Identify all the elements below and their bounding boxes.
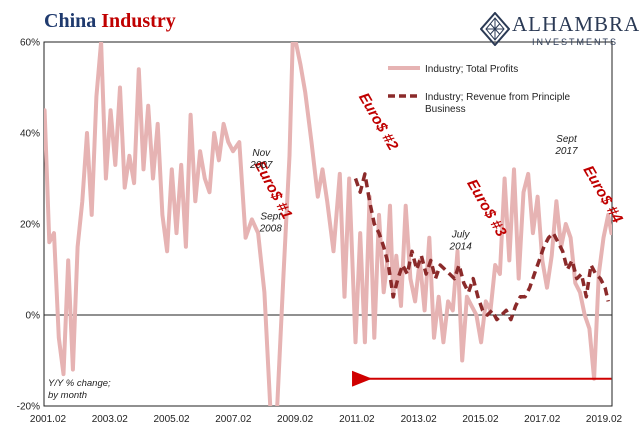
title-china: China — [44, 10, 97, 32]
x-tick-label: 2007.02 — [215, 414, 252, 425]
x-tick-label: 2017.02 — [524, 414, 561, 425]
date-note: Nov — [252, 148, 271, 159]
y-axis-note: Y/Y % change; — [48, 378, 111, 389]
legend: Industry; Total Profits Industry; Revenue… — [388, 64, 571, 115]
total-profits-line — [44, 42, 612, 406]
y-axis-note: by month — [48, 390, 87, 401]
x-tick-label: 2001.02 — [30, 414, 67, 425]
axes: 60% 40% 20% 0% -20%2001.02 2003.02 2005.02 2007… — [17, 38, 623, 426]
x-tick-label: 2013.02 — [401, 414, 438, 425]
date-note: Sept — [260, 211, 282, 222]
y-tick-label: 0% — [26, 311, 41, 322]
legend-label-revenue: Industry; Revenue from Principle Business — [425, 92, 571, 115]
euro-crisis-label: Euro$ #2 — [355, 90, 402, 154]
legend-label-total-profits: Industry; Total Profits — [425, 64, 518, 75]
x-tick-label: 2009.02 — [277, 414, 314, 425]
date-note: 2017 — [554, 146, 578, 157]
date-note: 2014 — [449, 242, 473, 253]
plot-frame — [43, 41, 613, 407]
y-tick-label: -20% — [17, 402, 40, 413]
x-tick-label: 2005.02 — [153, 414, 190, 425]
y-tick-label: 40% — [20, 129, 40, 140]
chart-title: China Industry — [44, 10, 176, 33]
alhambra-logo: ALHAMBRA INVESTMENTS — [480, 10, 640, 50]
diamond-logo-icon — [480, 12, 510, 46]
title-industry: Industry — [101, 10, 176, 32]
date-note: Sept — [556, 134, 578, 145]
x-tick-label: 2011.02 — [339, 414, 375, 425]
logo-name: ALHAMBRA — [512, 12, 641, 36]
x-tick-label: 2015.02 — [462, 414, 499, 425]
x-tick-label: 2003.02 — [92, 414, 129, 425]
x-tick-label: 2019.02 — [586, 414, 623, 425]
series-group — [44, 42, 612, 406]
date-note: 2008 — [259, 223, 283, 234]
euro-crisis-label: Euro$ #4 — [580, 163, 627, 227]
y-tick-label: 60% — [20, 38, 40, 49]
revenue-line — [353, 172, 610, 322]
y-tick-label: 20% — [20, 220, 40, 231]
logo-subtitle: INVESTMENTS — [532, 37, 619, 47]
date-note: 2007 — [249, 160, 273, 171]
date-note: July — [451, 230, 471, 241]
